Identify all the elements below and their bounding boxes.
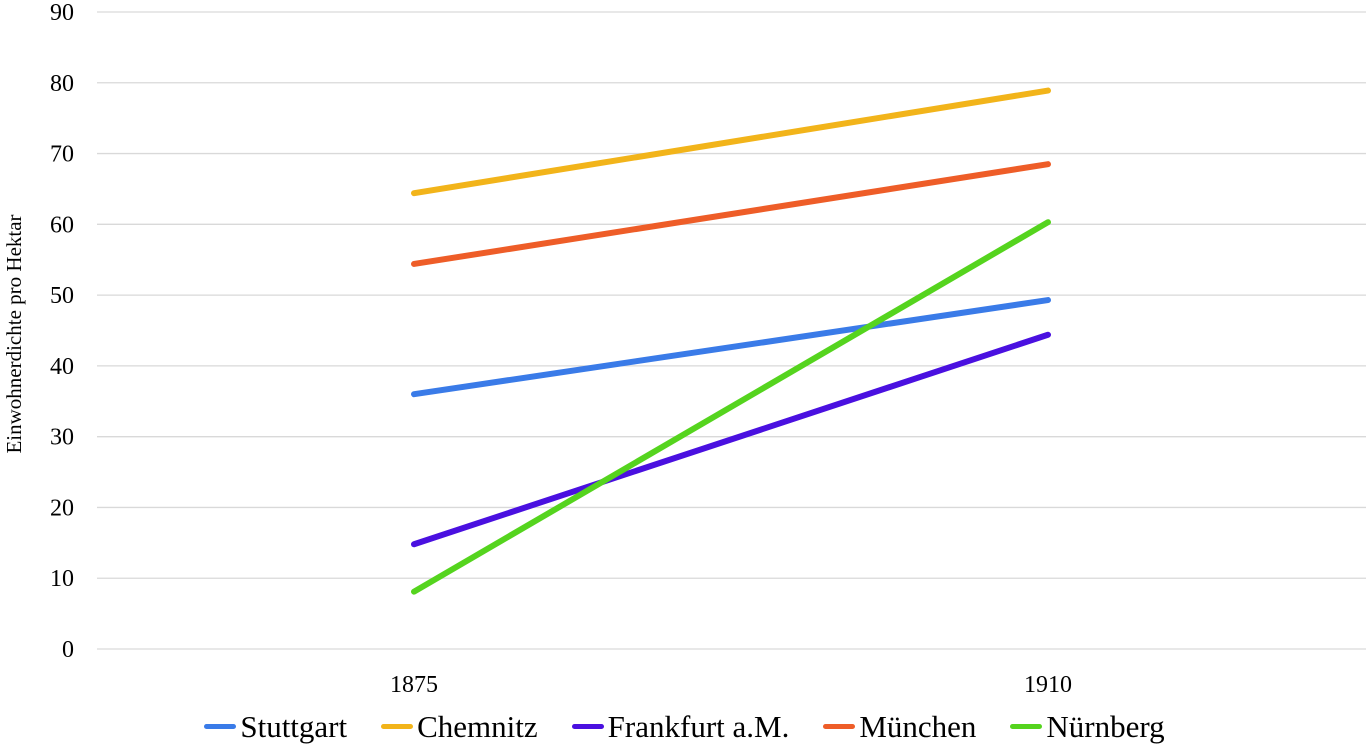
- y-tick-label: 90: [50, 0, 74, 26]
- y-tick-label: 0: [62, 637, 74, 663]
- series-line-stuttgart: [411, 297, 1051, 398]
- x-tick-label: 1875: [390, 672, 438, 698]
- y-tick-label: 10: [50, 566, 74, 592]
- x-tick-label: 1910: [1024, 672, 1072, 698]
- legend-item: München: [823, 711, 976, 742]
- series-line-nürnberg: [411, 219, 1051, 595]
- legend-label: Chemnitz: [417, 708, 538, 744]
- legend-label: München: [859, 708, 977, 744]
- y-tick-label: 70: [50, 142, 74, 168]
- legend-item: Stuttgart: [204, 711, 347, 742]
- series-line-frankfurt-a-m: [411, 331, 1051, 548]
- y-axis-title: Einwohnerdichte pro Hektar: [2, 214, 26, 453]
- gridlines: [97, 11, 1366, 650]
- y-tick-label: 20: [50, 495, 74, 521]
- legend-swatch: [571, 723, 604, 729]
- legend-item: Nürnberg: [1010, 708, 1165, 744]
- legend-item: Chemnitz: [381, 711, 538, 742]
- x-tick-labels: 1875 1910: [390, 672, 1072, 698]
- y-tick-label: 40: [50, 354, 74, 380]
- y-tick-label: 80: [50, 71, 74, 97]
- legend: Stuttgart Chemnitz Frankfurt a.M. München Nü…: [0, 704, 1369, 748]
- legend-item: Frankfurt a.M.: [571, 708, 790, 744]
- series-lines: [411, 87, 1051, 595]
- legend-swatch: [823, 723, 856, 729]
- y-tick-labels: 0 10 20 30 40 50 60 70 80 90: [50, 0, 74, 663]
- legend-label: Stuttgart: [240, 708, 348, 744]
- series-line-chemnitz: [411, 87, 1051, 197]
- series-line-münchen: [411, 161, 1051, 267]
- legend-label: Frankfurt a.M.: [607, 708, 790, 744]
- y-tick-label: 60: [50, 212, 74, 238]
- legend-label: Nürnberg: [1046, 708, 1165, 744]
- line-chart: 0 10 20 30 40 50 60 70 80 90 1875 1910 Einwohnerdi…: [2, 0, 1366, 698]
- y-tick-label: 30: [50, 425, 74, 451]
- y-tick-label: 50: [50, 283, 74, 309]
- legend-swatch: [204, 723, 237, 729]
- legend-swatch: [381, 723, 414, 729]
- legend-swatch: [1010, 723, 1043, 729]
